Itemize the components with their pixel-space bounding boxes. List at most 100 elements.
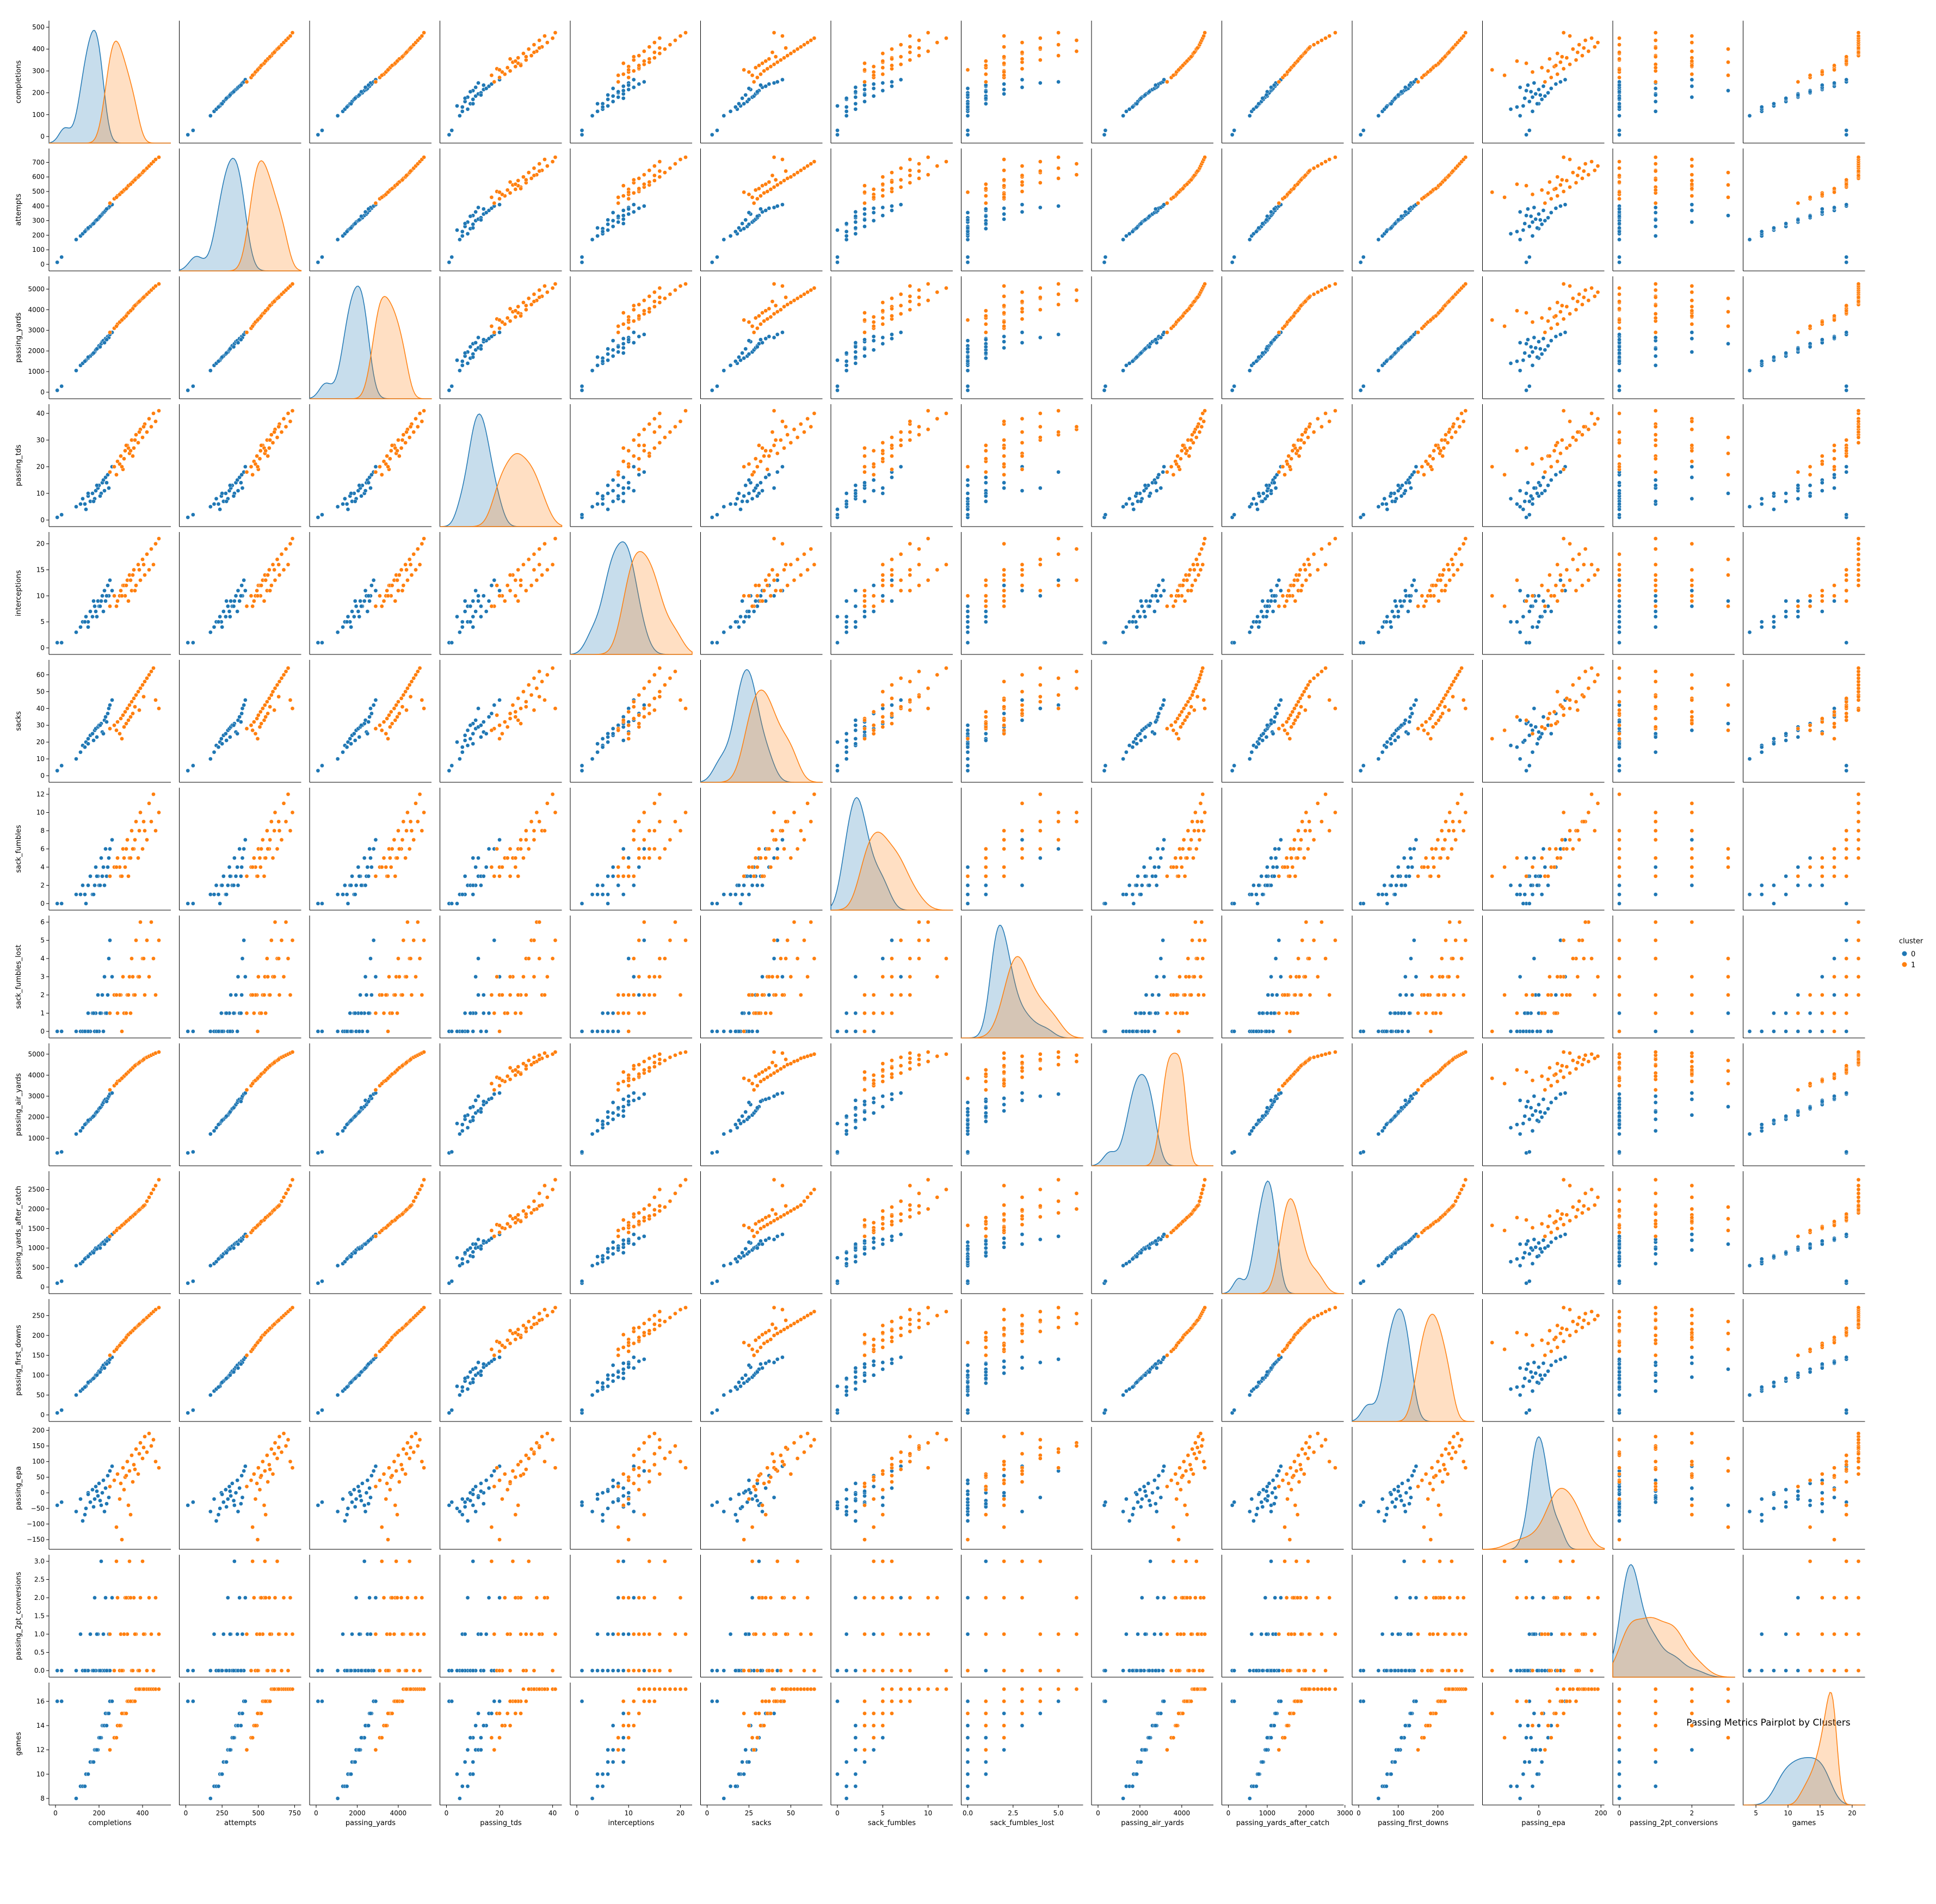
point-cluster-0 — [1136, 609, 1140, 614]
point-cluster-0 — [1844, 469, 1849, 474]
point-cluster-1 — [1165, 79, 1169, 84]
point-cluster-1 — [631, 303, 636, 308]
point-cluster-1 — [1307, 424, 1311, 429]
point-cluster-1 — [540, 573, 544, 577]
point-cluster-0 — [745, 499, 750, 504]
point-cluster-0 — [1020, 588, 1025, 593]
point-cluster-1 — [550, 562, 555, 567]
point-cluster-1 — [1307, 295, 1311, 300]
point-cluster-1 — [537, 288, 542, 293]
point-cluster-0 — [1130, 104, 1135, 109]
point-cluster-1 — [747, 70, 751, 75]
point-cluster-1 — [1653, 536, 1658, 541]
point-cluster-1 — [1844, 54, 1849, 59]
point-cluster-1 — [1581, 562, 1586, 567]
point-cluster-0 — [1537, 594, 1541, 598]
point-cluster-1 — [812, 159, 817, 164]
point-cluster-0 — [1138, 614, 1142, 619]
point-cluster-1 — [782, 567, 786, 572]
point-cluster-1 — [1690, 672, 1694, 677]
point-cluster-0 — [1102, 768, 1107, 773]
point-cluster-1 — [1575, 567, 1580, 572]
point-cluster-1 — [267, 567, 272, 572]
point-cluster-1 — [1423, 720, 1428, 724]
point-cluster-0 — [626, 83, 631, 88]
point-cluster-1 — [647, 45, 652, 50]
point-cluster-0 — [1038, 335, 1043, 340]
point-cluster-0 — [965, 614, 970, 619]
point-cluster-1 — [1549, 196, 1553, 201]
subplot-attempts-vs-attempts — [178, 149, 302, 271]
point-cluster-0 — [1617, 480, 1621, 485]
point-cluster-0 — [890, 208, 894, 213]
point-cluster-0 — [359, 604, 363, 609]
point-cluster-1 — [757, 186, 761, 191]
point-cluster-1 — [1561, 713, 1566, 718]
point-cluster-1 — [151, 411, 156, 416]
point-cluster-0 — [1553, 472, 1558, 477]
point-cluster-0 — [1726, 598, 1730, 603]
point-cluster-1 — [1583, 38, 1588, 43]
point-cluster-0 — [1784, 499, 1789, 504]
point-cluster-1 — [1074, 288, 1079, 293]
point-cluster-1 — [1726, 60, 1730, 65]
point-cluster-0 — [95, 347, 99, 351]
point-cluster-1 — [657, 159, 662, 164]
point-cluster-0 — [965, 630, 970, 635]
subplot-completions-vs-games — [1743, 21, 1865, 144]
point-cluster-0 — [216, 620, 221, 624]
point-cluster-1 — [1820, 462, 1824, 466]
point-cluster-0 — [1521, 228, 1526, 232]
point-cluster-0 — [1617, 640, 1621, 645]
point-cluster-0 — [1528, 344, 1533, 349]
point-cluster-0 — [81, 496, 85, 501]
point-cluster-1 — [545, 164, 550, 168]
point-cluster-1 — [1020, 299, 1025, 304]
point-cluster-1 — [1856, 155, 1861, 159]
point-cluster-0 — [1135, 741, 1139, 746]
point-cluster-0 — [844, 630, 849, 635]
point-cluster-0 — [1147, 214, 1152, 219]
point-cluster-1 — [1194, 683, 1199, 687]
point-cluster-1 — [890, 696, 894, 701]
point-cluster-1 — [917, 302, 921, 307]
point-cluster-1 — [1183, 703, 1188, 707]
point-cluster-1 — [890, 435, 894, 440]
point-cluster-0 — [983, 101, 988, 106]
point-cluster-1 — [926, 706, 930, 711]
point-cluster-1 — [1595, 290, 1600, 294]
point-cluster-0 — [238, 83, 243, 88]
point-cluster-0 — [637, 206, 642, 211]
point-cluster-1 — [637, 721, 642, 726]
point-cluster-1 — [276, 295, 281, 300]
point-cluster-1 — [1195, 46, 1200, 51]
point-cluster-1 — [411, 676, 416, 681]
point-cluster-0 — [1518, 113, 1522, 118]
point-cluster-0 — [728, 502, 733, 506]
point-cluster-0 — [637, 472, 642, 477]
point-cluster-1 — [1690, 290, 1694, 294]
point-cluster-1 — [1580, 583, 1584, 588]
point-cluster-1 — [1428, 588, 1432, 593]
point-cluster-0 — [1408, 598, 1413, 603]
point-cluster-1 — [1333, 282, 1337, 286]
point-cluster-1 — [134, 693, 138, 697]
point-cluster-0 — [1617, 507, 1621, 512]
point-cluster-1 — [112, 723, 116, 728]
point-cluster-1 — [621, 311, 626, 315]
point-cluster-0 — [224, 738, 229, 743]
point-cluster-1 — [1653, 583, 1658, 588]
point-cluster-0 — [1532, 486, 1537, 490]
point-cluster-1 — [1287, 190, 1292, 195]
point-cluster-1 — [395, 714, 399, 719]
point-cluster-1 — [1796, 201, 1801, 206]
point-cluster-0 — [1527, 763, 1532, 768]
point-cluster-0 — [1265, 493, 1269, 498]
point-cluster-1 — [263, 714, 268, 719]
point-cluster-1 — [1461, 541, 1466, 546]
point-cluster-1 — [505, 188, 510, 193]
point-cluster-0 — [1403, 588, 1408, 593]
point-cluster-0 — [354, 604, 359, 609]
point-cluster-0 — [1690, 202, 1694, 207]
point-cluster-1 — [1690, 59, 1694, 64]
